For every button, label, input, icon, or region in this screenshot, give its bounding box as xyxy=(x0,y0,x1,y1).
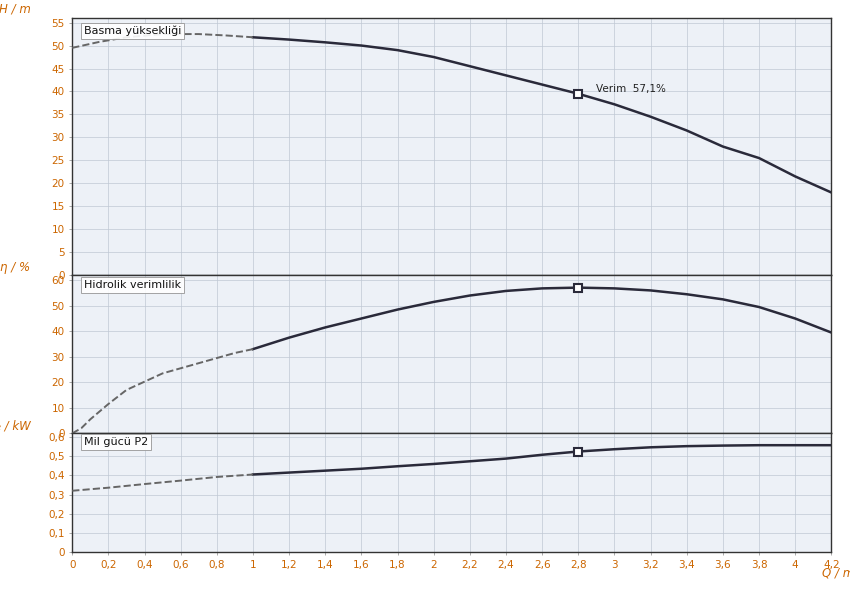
Text: Verim  57,1%: Verim 57,1% xyxy=(597,85,666,94)
X-axis label: Q / m³/h: Q / m³/h xyxy=(822,566,850,579)
Text: Mil gücü P2: Mil gücü P2 xyxy=(83,437,148,447)
Text: Basma yüksekliği: Basma yüksekliği xyxy=(83,26,181,36)
Text: Hidrolik verimlilik: Hidrolik verimlilik xyxy=(83,280,181,290)
Y-axis label: P₂ / kW: P₂ / kW xyxy=(0,419,31,432)
Y-axis label: H / m: H / m xyxy=(0,2,31,16)
Y-axis label: η / %: η / % xyxy=(0,260,31,274)
